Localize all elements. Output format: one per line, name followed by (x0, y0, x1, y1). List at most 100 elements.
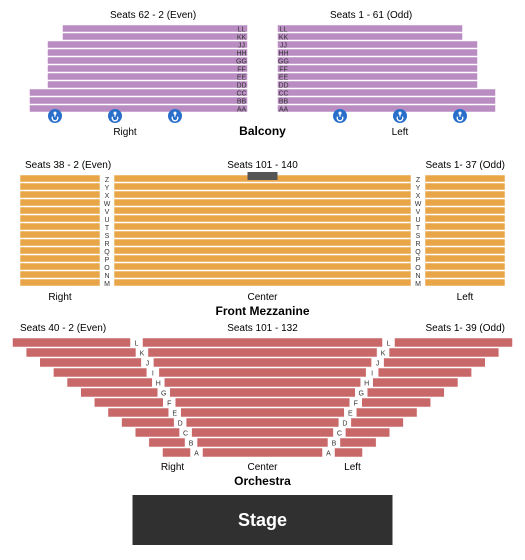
orch-row (340, 438, 376, 447)
orch-row (367, 388, 444, 397)
row-label: FF (237, 66, 246, 73)
mezz-row (425, 263, 505, 270)
mezz-row (114, 263, 411, 270)
row-label: K (381, 351, 386, 358)
orch-row (94, 398, 163, 407)
mezz-title: Front Mezzanine (215, 304, 309, 318)
row-label: C (183, 431, 188, 438)
row-label: Q (104, 249, 110, 256)
row-label: L (135, 341, 139, 348)
mezz-right-seats: Seats 1- 37 (Odd) (426, 160, 505, 171)
balcony-right-label: Right (113, 127, 137, 138)
balcony-row (278, 33, 463, 40)
row-label: FF (279, 66, 288, 73)
mezz-row (20, 239, 100, 246)
mezz-row (114, 239, 411, 246)
mezz-row (20, 223, 100, 230)
balcony-row (48, 81, 248, 88)
mezz-left-seats: Seats 38 - 2 (Even) (25, 160, 111, 171)
orch-center-seats: Seats 101 - 132 (227, 323, 298, 334)
orch-row (13, 338, 131, 347)
balcony-row (278, 89, 496, 96)
mezz-left-label: Left (457, 292, 474, 303)
orch-row (135, 428, 179, 437)
orch-row (181, 408, 345, 417)
row-label: V (416, 209, 421, 216)
orch-row (203, 448, 323, 457)
orch-row (170, 388, 355, 397)
orch-row (373, 378, 458, 387)
row-label: DD (278, 82, 288, 89)
row-label: S (416, 233, 421, 240)
mezz-center-seats: Seats 101 - 140 (227, 160, 298, 171)
row-label: X (416, 193, 421, 200)
mezz-row (20, 199, 100, 206)
orch-row (163, 448, 191, 457)
accessible-icon (393, 109, 407, 123)
orch-row (335, 448, 363, 457)
mezz-row (114, 215, 411, 222)
balcony-section[interactable]: LLLLKKKKJJJJHHHHGGGGFFFFEEEEDDDDCCCCBBBB… (30, 10, 496, 138)
row-label: L (387, 341, 391, 348)
mezz-row (425, 183, 505, 190)
row-label: P (105, 257, 110, 264)
row-label: W (415, 201, 422, 208)
orch-row (395, 338, 513, 347)
mezzanine-section[interactable]: ZZYYXXWWVVUUTTSSRRQQPPOONNMMSeats 38 - 2… (20, 160, 505, 318)
row-label: V (105, 209, 110, 216)
row-label: E (172, 411, 177, 418)
row-label: J (376, 361, 380, 368)
row-label: A (326, 451, 331, 458)
row-label: K (140, 351, 145, 358)
row-label: N (104, 273, 109, 280)
orch-row (108, 408, 169, 417)
row-label: GG (278, 58, 289, 65)
row-label: P (416, 257, 421, 264)
orch-row (159, 368, 366, 377)
orchestra-section[interactable]: LLKKJJIIHHGGFFEEDDCCBBAASeats 40 - 2 (Ev… (13, 323, 513, 488)
mezz-row (20, 255, 100, 262)
balcony-row (30, 89, 248, 96)
row-label: HH (236, 50, 246, 57)
balcony-left-seats: Seats 62 - 2 (Even) (110, 10, 196, 21)
mezz-row (20, 247, 100, 254)
balcony-left-label: Left (392, 127, 409, 138)
orch-row (143, 338, 383, 347)
balcony-row (278, 57, 478, 64)
row-label: GG (236, 58, 247, 65)
orch-row (186, 418, 339, 427)
row-label: A (194, 451, 199, 458)
row-label: U (415, 217, 420, 224)
orch-row (26, 348, 136, 357)
row-label: H (156, 381, 161, 388)
row-label: LL (280, 26, 288, 33)
mezz-row (20, 263, 100, 270)
row-label: AA (279, 106, 289, 113)
mezz-center-label: Center (247, 292, 278, 303)
balcony-row (278, 49, 478, 56)
row-label: D (342, 421, 347, 428)
row-label: JJ (238, 42, 245, 49)
balcony-row (48, 73, 248, 80)
mezz-row (114, 223, 411, 230)
mezz-row (20, 191, 100, 198)
balcony-right-seats: Seats 1 - 61 (Odd) (330, 10, 412, 21)
mezz-row (114, 231, 411, 238)
orch-row (175, 398, 350, 407)
mezz-row (114, 247, 411, 254)
orch-row (148, 348, 377, 357)
orch-center-label: Center (247, 462, 278, 473)
row-label: R (415, 241, 420, 248)
row-label: J (146, 361, 150, 368)
row-label: D (178, 421, 183, 428)
row-label: R (104, 241, 109, 248)
row-label: M (415, 281, 421, 288)
mezz-row (20, 207, 100, 214)
row-label: I (152, 371, 154, 378)
orch-row (351, 418, 404, 427)
accessible-icon (168, 109, 182, 123)
row-label: T (416, 225, 421, 232)
row-label: KK (279, 34, 289, 41)
mezz-row (20, 231, 100, 238)
orch-row (192, 428, 334, 437)
